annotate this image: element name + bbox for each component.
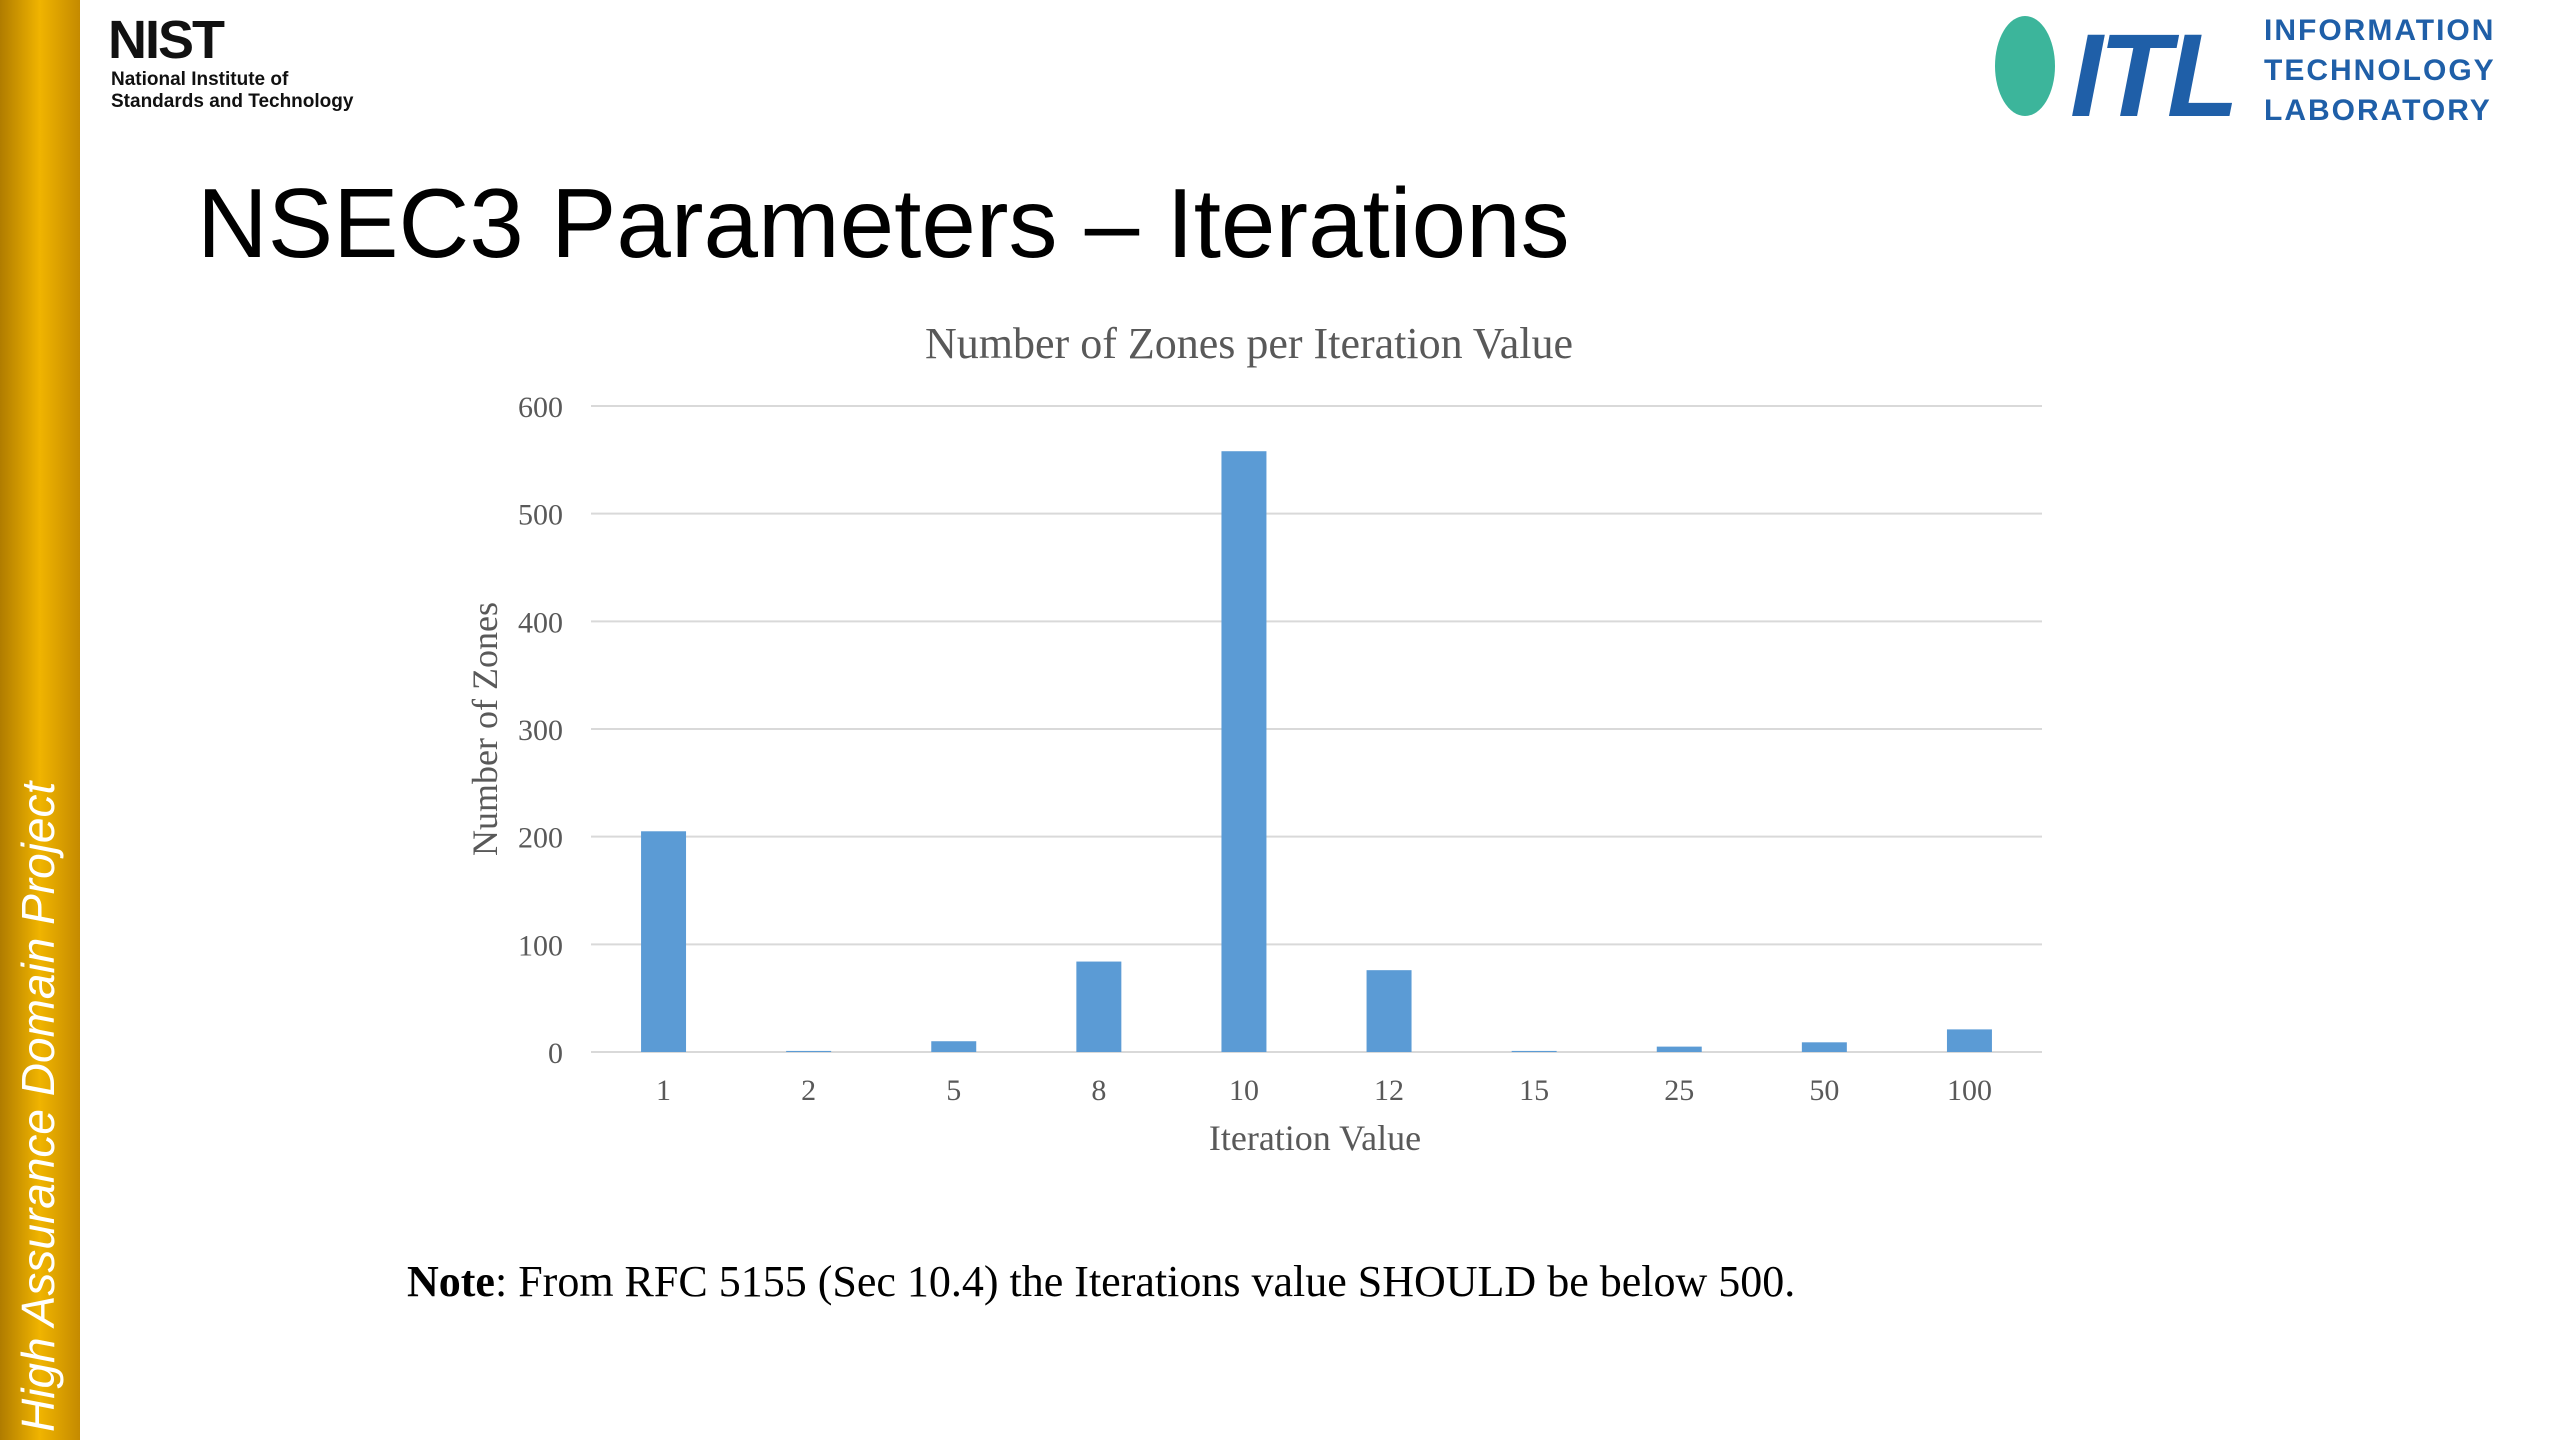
x-tick-label: 8 bbox=[1091, 1074, 1106, 1107]
y-axis-label: Number of Zones bbox=[465, 602, 505, 856]
y-tick-label: 300 bbox=[518, 714, 563, 747]
x-tick-label: 10 bbox=[1229, 1074, 1259, 1107]
bar bbox=[1946, 1029, 1992, 1052]
y-tick-label: 500 bbox=[518, 499, 563, 532]
bar bbox=[641, 831, 687, 1052]
y-tick-label: 100 bbox=[518, 929, 563, 962]
itl-line: INFORMATION bbox=[2264, 14, 2495, 47]
bar bbox=[1366, 970, 1412, 1052]
note-text: : From RFC 5155 (Sec 10.4) the Iteration… bbox=[495, 1257, 1795, 1306]
y-tick-label: 600 bbox=[518, 391, 563, 424]
x-axis-label: Iteration Value bbox=[1209, 1118, 1421, 1158]
note: Note: From RFC 5155 (Sec 10.4) the Itera… bbox=[407, 1257, 1795, 1306]
y-tick-label: 400 bbox=[518, 606, 563, 639]
itl-logo: ITL INFORMATION TECHNOLOGY LABORATORY bbox=[1995, 10, 2496, 142]
bar bbox=[1801, 1042, 1847, 1052]
bar bbox=[1076, 961, 1122, 1052]
x-tick-label: 2 bbox=[801, 1074, 816, 1107]
sidebar bbox=[0, 0, 80, 1440]
itl-globe bbox=[1995, 16, 2055, 116]
x-tick-label: 100 bbox=[1947, 1074, 1992, 1107]
chart-title: Number of Zones per Iteration Value bbox=[925, 319, 1573, 368]
note-label: Note bbox=[407, 1257, 495, 1306]
nist-line: Standards and Technology bbox=[111, 91, 354, 112]
y-tick-label: 200 bbox=[518, 822, 563, 855]
bar bbox=[1656, 1046, 1702, 1052]
bar bbox=[931, 1041, 977, 1052]
y-tick-label: 0 bbox=[548, 1037, 563, 1070]
nist-name: NIST bbox=[108, 10, 225, 70]
itl-line: LABORATORY bbox=[2264, 94, 2492, 127]
bar bbox=[1511, 1050, 1557, 1052]
x-tick-label: 25 bbox=[1664, 1074, 1694, 1107]
bar bbox=[1221, 451, 1267, 1053]
x-tick-label: 15 bbox=[1519, 1074, 1549, 1107]
nist-logo: NIST National Institute of Standards and… bbox=[108, 10, 354, 112]
x-tick-label: 5 bbox=[946, 1074, 961, 1107]
slide-title: NSEC3 Parameters – Iterations bbox=[197, 168, 1570, 278]
sidebar-text: High Assurance Domain Project bbox=[12, 780, 64, 1432]
x-tick-label: 12 bbox=[1374, 1074, 1404, 1107]
itl-line: TECHNOLOGY bbox=[2264, 54, 2496, 87]
x-tick-label: 1 bbox=[656, 1074, 671, 1107]
nist-line: National Institute of bbox=[111, 69, 289, 90]
itl-mark: ITL bbox=[2070, 10, 2235, 142]
x-tick-label: 50 bbox=[1809, 1074, 1839, 1107]
bar bbox=[786, 1050, 832, 1052]
